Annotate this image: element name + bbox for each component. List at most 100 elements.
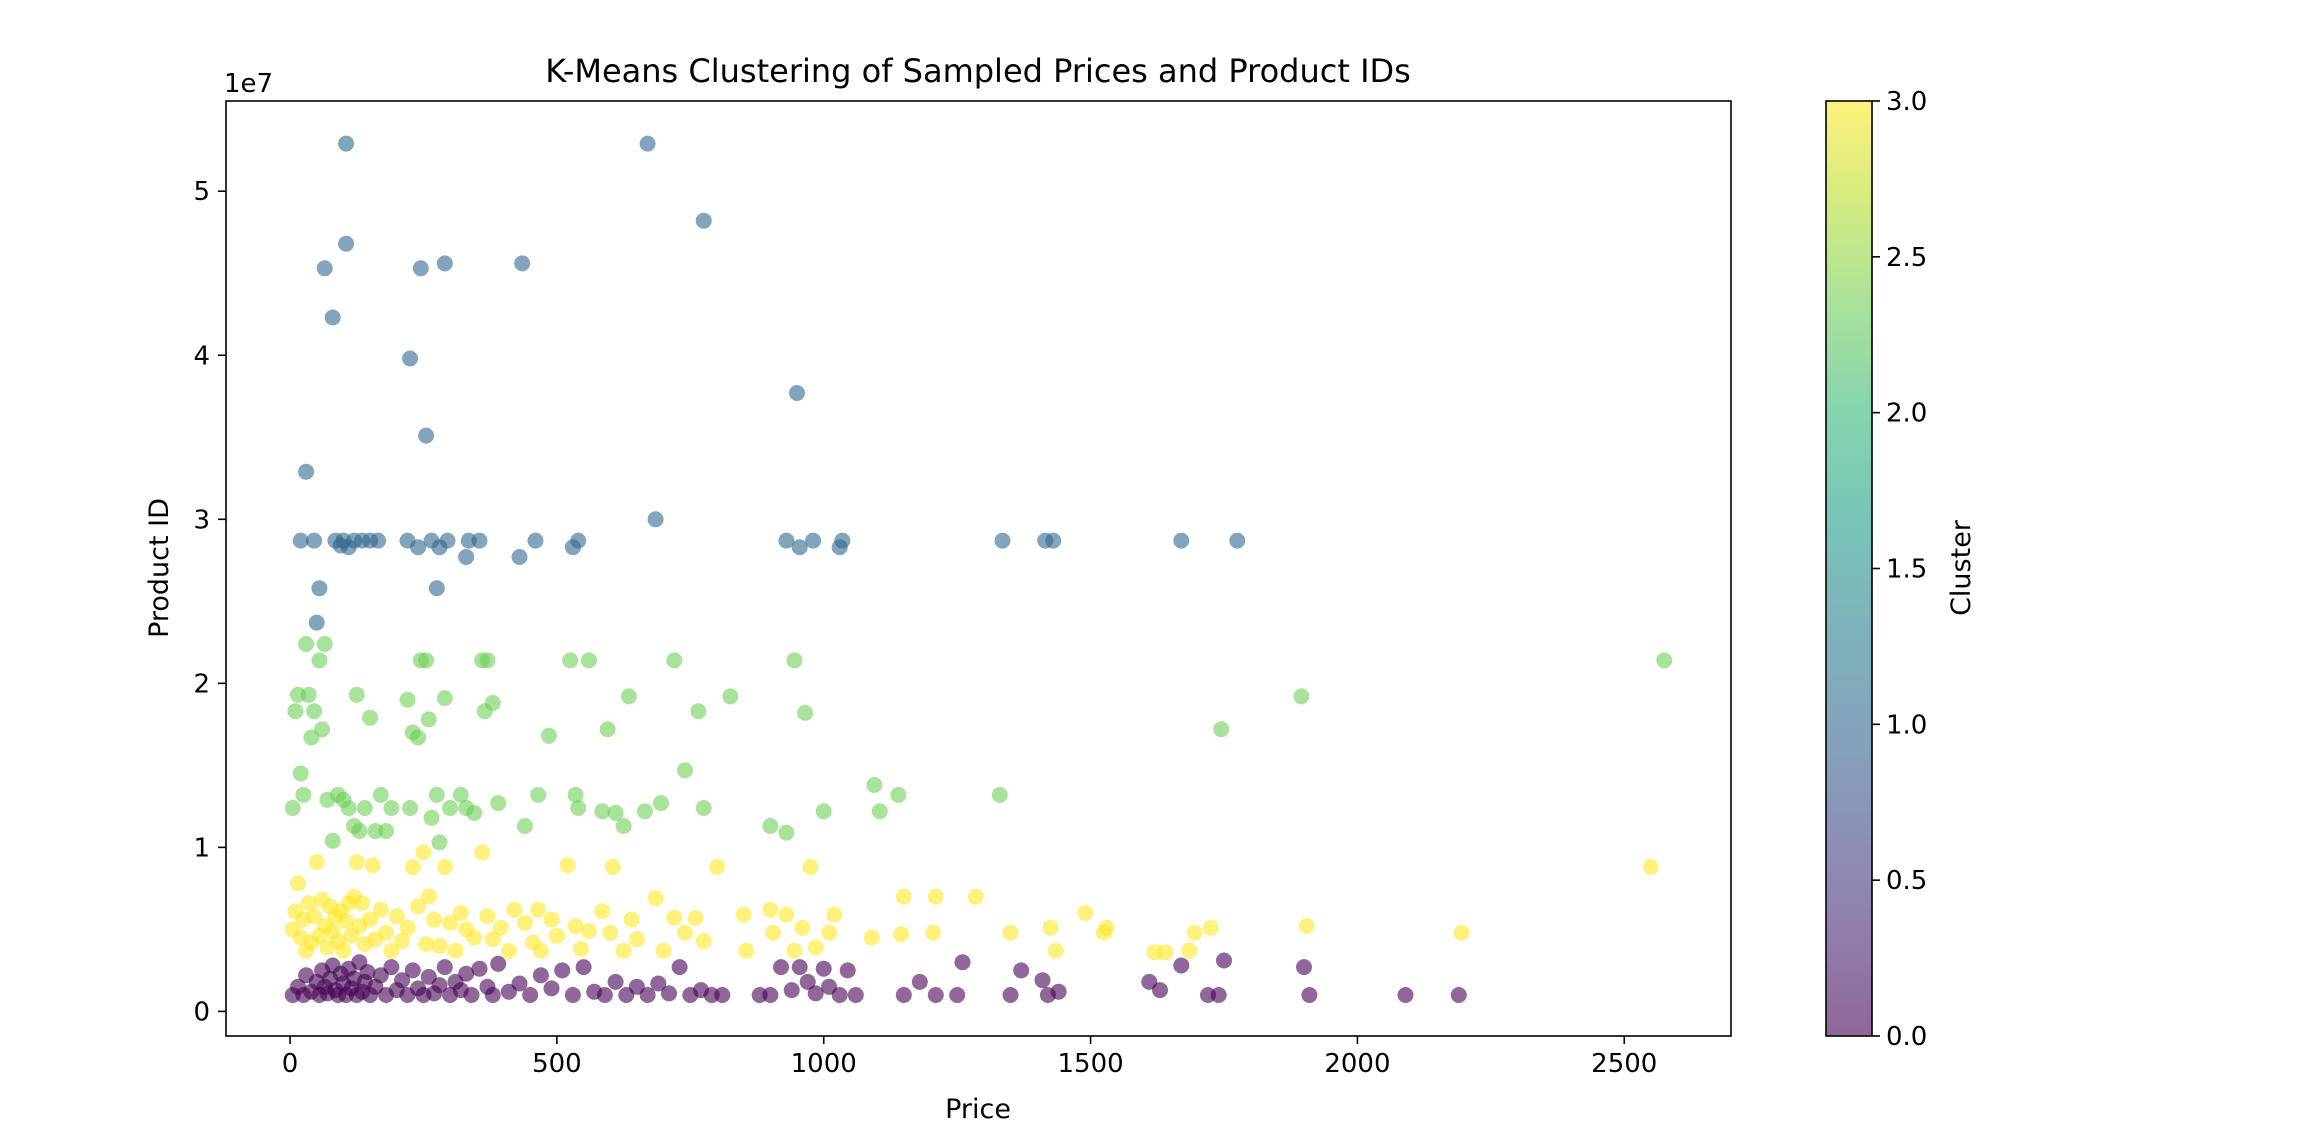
data-point-cluster-0 <box>671 959 688 976</box>
data-point-cluster-3 <box>559 857 576 874</box>
data-point-cluster-0 <box>511 975 528 992</box>
data-point-cluster-3 <box>765 924 781 941</box>
data-point-cluster-0 <box>490 955 507 972</box>
data-point-cluster-0 <box>911 973 928 990</box>
colorbar-tick-label: 2.5 <box>1886 243 1927 273</box>
data-point-cluster-2 <box>402 800 419 816</box>
data-point-cluster-3 <box>399 919 416 936</box>
data-point-cluster-1 <box>514 255 531 272</box>
data-point-cluster-2 <box>620 688 637 705</box>
y-axis: 0 1 2 3 4 5 <box>193 177 226 1027</box>
data-point-cluster-2 <box>1656 652 1673 669</box>
data-point-cluster-3 <box>602 924 619 941</box>
data-point-cluster-2 <box>722 688 739 705</box>
data-point-cluster-3 <box>300 895 317 912</box>
data-point-cluster-0 <box>404 962 421 979</box>
data-point-cluster-2 <box>399 691 416 708</box>
data-point-cluster-0 <box>762 987 779 1003</box>
data-point-cluster-2 <box>356 800 373 816</box>
data-point-cluster-2 <box>1213 721 1230 738</box>
data-point-cluster-2 <box>797 704 814 721</box>
data-point-cluster-3 <box>821 924 838 941</box>
data-point-cluster-0 <box>1450 987 1467 1003</box>
data-point-cluster-3 <box>666 909 683 926</box>
data-point-cluster-2 <box>410 729 427 746</box>
data-point-cluster-0 <box>783 982 800 999</box>
data-point-cluster-0 <box>484 987 501 1003</box>
data-point-cluster-0 <box>815 960 832 977</box>
data-point-cluster-2 <box>479 652 496 669</box>
data-point-cluster-3 <box>1042 919 1059 936</box>
data-point-cluster-1 <box>306 532 323 549</box>
data-point-cluster-2 <box>636 803 653 820</box>
data-point-cluster-0 <box>927 987 944 1003</box>
data-point-cluster-1 <box>292 532 309 549</box>
data-point-cluster-2 <box>677 762 693 779</box>
colorbar-ticks: 0.0 0.5 1.0 1.5 2.0 2.5 3.0 <box>1872 87 1927 1052</box>
data-point-cluster-3 <box>492 919 509 936</box>
data-point-cluster-1 <box>402 350 419 367</box>
x-tick-label: 2000 <box>1324 1049 1390 1079</box>
data-point-cluster-3 <box>1181 942 1198 959</box>
data-point-cluster-3 <box>695 932 712 949</box>
data-point-cluster-2 <box>871 803 888 820</box>
data-point-cluster-1 <box>639 135 656 152</box>
data-point-cluster-2 <box>666 652 683 669</box>
data-point-cluster-3 <box>436 859 453 875</box>
data-point-cluster-0 <box>1034 972 1051 989</box>
data-point-cluster-3 <box>338 913 355 930</box>
data-point-cluster-3 <box>479 908 496 925</box>
data-point-cluster-3 <box>615 942 632 959</box>
colorbar-label: Cluster <box>1946 519 1977 616</box>
data-point-cluster-3 <box>378 924 395 941</box>
data-point-cluster-0 <box>1013 962 1030 979</box>
data-point-cluster-2 <box>362 709 379 726</box>
data-point-cluster-2 <box>607 804 624 821</box>
data-point-cluster-2 <box>594 803 611 820</box>
data-point-cluster-3 <box>709 859 725 875</box>
data-point-cluster-3 <box>543 911 560 928</box>
data-point-cluster-3 <box>927 888 944 905</box>
y-tick-label: 5 <box>193 177 210 207</box>
data-point-cluster-3 <box>1453 924 1470 941</box>
data-point-cluster-1 <box>428 580 445 597</box>
data-point-cluster-0 <box>383 959 400 976</box>
colorbar-tick-label: 1.0 <box>1886 710 1927 740</box>
data-point-cluster-0 <box>596 987 613 1003</box>
data-point-cluster-3 <box>447 942 464 959</box>
data-point-cluster-2 <box>298 636 315 652</box>
data-point-cluster-2 <box>570 800 587 816</box>
data-point-cluster-2 <box>436 690 453 707</box>
y-offset-label: 1e7 <box>224 69 273 99</box>
data-point-cluster-2 <box>690 703 707 720</box>
data-point-cluster-2 <box>452 786 469 803</box>
data-point-cluster-3 <box>802 859 819 875</box>
data-point-cluster-2 <box>442 800 459 816</box>
data-point-cluster-3 <box>895 888 912 905</box>
data-point-cluster-3 <box>431 937 448 954</box>
data-point-cluster-1 <box>324 309 341 326</box>
data-point-cluster-1 <box>471 532 488 549</box>
data-point-cluster-3 <box>567 918 584 935</box>
data-point-cluster-3 <box>1298 918 1315 935</box>
data-point-cluster-2 <box>540 727 557 744</box>
x-tick-label: 2500 <box>1591 1049 1657 1079</box>
data-point-cluster-1 <box>410 539 427 556</box>
data-point-cluster-0 <box>1002 987 1019 1003</box>
data-point-cluster-1 <box>789 385 805 401</box>
data-point-cluster-2 <box>431 834 448 851</box>
colorbar: 0.0 0.5 1.0 1.5 2.0 2.5 3.0 Cluster <box>1825 87 1977 1052</box>
data-point-cluster-0 <box>1050 983 1067 1000</box>
data-point-cluster-3 <box>364 857 381 874</box>
data-point-cluster-3 <box>655 942 672 959</box>
data-point-cluster-3 <box>1002 924 1019 941</box>
data-point-cluster-0 <box>714 987 731 1003</box>
data-point-cluster-3 <box>594 903 611 920</box>
data-point-cluster-3 <box>516 914 533 931</box>
data-point-cluster-1 <box>418 427 435 444</box>
data-point-cluster-0 <box>839 962 856 979</box>
data-point-cluster-2 <box>695 800 712 816</box>
data-point-cluster-0 <box>1210 987 1227 1003</box>
data-point-cluster-2 <box>348 686 365 703</box>
